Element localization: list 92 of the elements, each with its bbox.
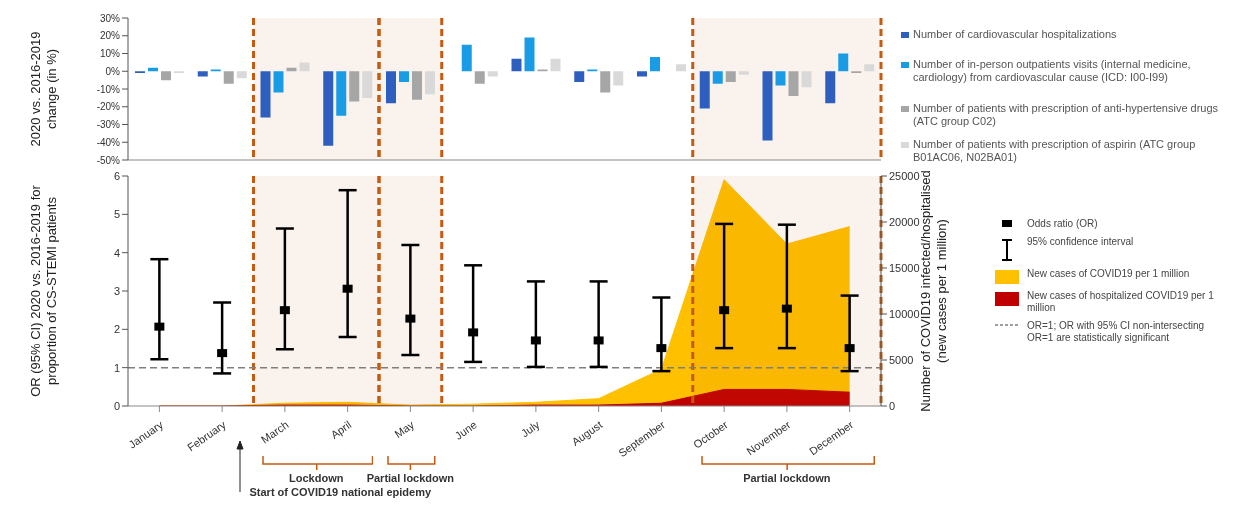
legend-label: Number of patients with prescription of aspirin (ATC group B01AC06, N02BA01)	[913, 138, 1197, 164]
y-tick-label: 4	[113, 246, 120, 259]
bar	[613, 71, 624, 86]
bar	[260, 71, 271, 118]
bar	[738, 71, 749, 75]
legend-label: New cases of hospitalized COVID19 per 1 million	[1027, 290, 1215, 314]
bar	[511, 58, 522, 72]
bar	[323, 71, 334, 146]
x-tick-label: April	[328, 418, 354, 441]
legend-label: Odds ratio (OR)	[1027, 218, 1098, 230]
bar	[349, 71, 360, 102]
bar	[461, 44, 472, 72]
bar	[825, 71, 836, 104]
legend-label: Number of in-person outpatients visits (internal medicine, cardiology) from cardiovascular cause (ICD: I00-I99)	[913, 58, 1192, 84]
text: Partial lockdown	[366, 472, 455, 484]
point	[468, 328, 479, 337]
bar	[412, 71, 422, 100]
y-axis-title: OR (95% CI) 2020 vs. 2016-2019 for proportion of CS-STEMI patients	[28, 184, 59, 397]
bar	[712, 71, 723, 84]
y-tick-label: 0	[113, 399, 120, 412]
text: Lockdown	[289, 472, 344, 484]
bar	[386, 71, 396, 104]
y-tick-label: 10%	[99, 48, 121, 60]
bar	[864, 64, 875, 72]
bar	[650, 57, 660, 72]
bar	[197, 71, 208, 77]
bar	[299, 62, 310, 72]
bar	[362, 71, 373, 98]
bar	[487, 71, 498, 77]
point	[844, 344, 855, 353]
y2-tick-label: 25000	[889, 169, 920, 182]
y-tick-label: 30%	[99, 12, 121, 24]
legend-label: Number of patients with prescription of anti-hypertensive drugs (ATC group C02)	[913, 102, 1220, 128]
bar	[524, 37, 535, 72]
text: Start of COVID19 national epidemy	[249, 486, 432, 498]
point	[781, 304, 792, 313]
bar	[775, 71, 786, 86]
text: Partial lockdown	[742, 472, 832, 484]
bar	[161, 71, 171, 81]
y2-tick-label: 5000	[889, 353, 914, 366]
text: 95% confidence interval	[1027, 236, 1134, 248]
y2-tick-label: 20000	[889, 215, 920, 228]
y-tick-label: 1	[113, 361, 120, 374]
y-axis-title: 2020 vs. 2016-2019 change (in %)	[28, 31, 59, 147]
y-tick-label: 20%	[99, 30, 121, 42]
bar	[550, 58, 561, 72]
point	[154, 322, 165, 331]
bar	[574, 71, 585, 82]
y-tick-label: 5	[113, 208, 120, 221]
legend-label: OR=1; OR with 95% CI non-intersecting OR=1 are statistically significant	[1027, 320, 1206, 344]
point	[405, 314, 416, 323]
bar	[725, 71, 736, 82]
y-tick-label: -40%	[96, 136, 121, 148]
bar	[236, 71, 247, 79]
bar	[762, 71, 773, 141]
point	[593, 336, 604, 345]
bar	[336, 71, 347, 116]
bar	[600, 71, 611, 93]
y2-tick-label: 15000	[889, 261, 920, 274]
x-tick-label: July	[518, 418, 543, 440]
point	[719, 306, 730, 315]
bar	[399, 71, 409, 82]
point	[656, 344, 667, 353]
y-tick-label: 3	[113, 284, 120, 297]
bar	[637, 71, 647, 77]
legend-label: Number of cardiovascular hospitalizations	[913, 28, 1117, 41]
y-tick-label: 0%	[105, 65, 121, 77]
legend-label: New cases of COVID19 per 1 million	[1027, 268, 1190, 280]
x-tick-label: June	[452, 418, 479, 442]
y-tick-label: 6	[113, 169, 120, 182]
y2-tick-label: 10000	[889, 307, 920, 320]
x-tick-label: May	[392, 418, 417, 441]
y2-axis-title: Number of COVID19 infected/hospitalised (new cases per 1 million)	[918, 170, 949, 412]
y2-tick-label: 0	[889, 399, 896, 412]
bar	[425, 71, 435, 95]
bar	[699, 71, 710, 109]
bar	[474, 71, 485, 84]
y-tick-label: -30%	[96, 119, 121, 131]
bar	[273, 71, 284, 93]
bar	[676, 64, 686, 72]
y-tick-label: -10%	[96, 83, 121, 95]
y-tick-label: 2	[113, 323, 120, 336]
bar	[788, 71, 799, 97]
point	[217, 349, 228, 358]
bar	[838, 53, 849, 72]
point	[279, 306, 290, 315]
y-tick-label: -50%	[96, 154, 121, 166]
point	[530, 336, 541, 345]
y-tick-label: -20%	[96, 101, 121, 113]
point	[342, 284, 353, 293]
bar	[801, 71, 812, 88]
bar	[223, 71, 234, 84]
